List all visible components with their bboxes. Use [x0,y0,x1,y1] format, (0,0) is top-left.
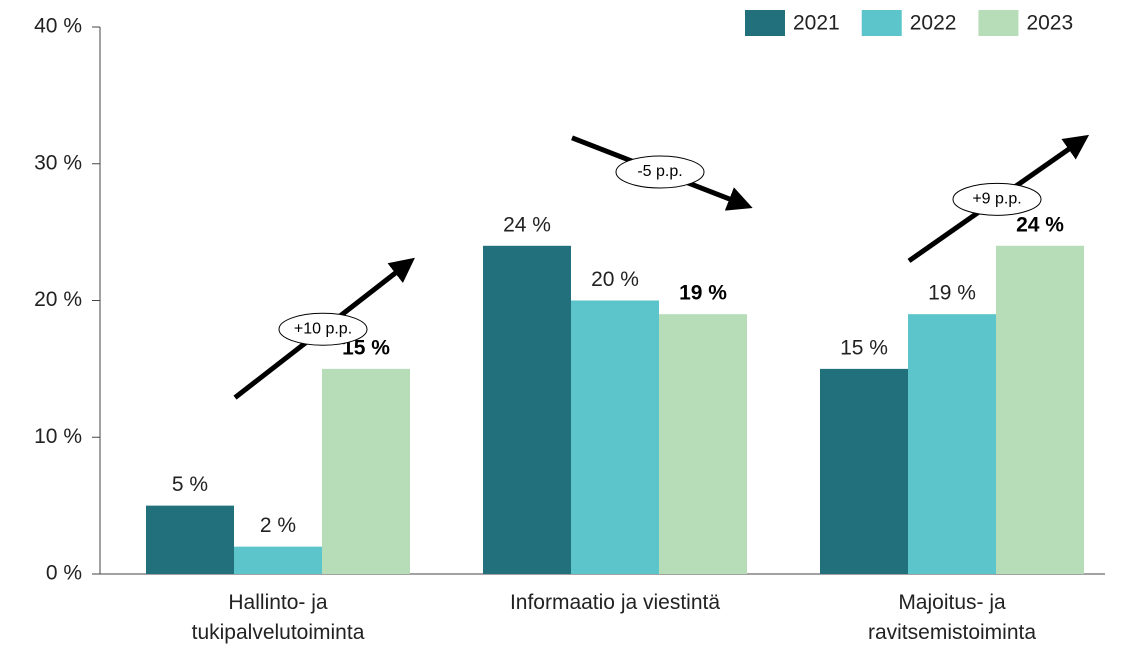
x-tick-label: Majoitus- ja ravitsemistoiminta [867,591,1037,644]
value-label: 19 % [928,282,976,305]
legend-label: 2021 [793,12,840,35]
bar [996,245,1084,575]
y-tick-label: 40 % [34,15,82,38]
value-label: 24 % [1016,213,1064,236]
annotation: +9 p.p. [972,191,1021,208]
annotation-bubble [952,182,1042,216]
bar [483,245,571,575]
bar [659,314,747,574]
value-label: 19 % [679,282,727,305]
legend-label: 2023 [1026,12,1073,35]
bar [820,368,908,574]
bar [234,546,322,574]
y-tick-label: 20 % [34,288,82,311]
value-label: 24 % [503,213,551,236]
annotation: +10 p.p. [294,320,352,337]
x-tick-label: Hallinto- ja tukipalvelutoiminta [191,591,365,644]
annotation-bubble [278,312,368,346]
annotation-bubble [615,155,705,189]
bar [571,300,659,574]
legend-swatch [978,10,1019,36]
y-tick-label: 0 % [46,562,82,585]
value-label: 15 % [840,336,888,359]
annotation: -5 p.p. [637,163,682,180]
x-tick-label: Informaatio ja viestintä [509,591,721,614]
value-label: 5 % [172,473,208,496]
bar [908,314,996,574]
bar [322,368,410,574]
legend-label: 2022 [910,12,957,35]
legend-swatch [745,10,785,36]
legend-swatch [861,10,902,36]
y-tick-label: 30 % [34,151,82,174]
bar [146,505,234,574]
value-label: 2 % [260,514,296,537]
value-label: 15 % [342,336,390,359]
y-tick-label: 10 % [34,425,82,448]
value-label: 20 % [591,268,639,291]
